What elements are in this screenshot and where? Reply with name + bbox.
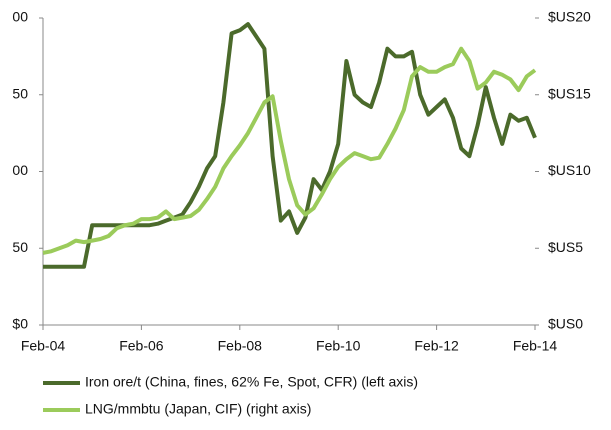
legend-label: Iron ore/t (China, fines, 62% Fe, Spot, … xyxy=(85,374,418,390)
x-tick-label: Feb-06 xyxy=(119,338,164,354)
y-tick-label: 50 xyxy=(12,239,28,255)
data-line xyxy=(42,46,537,255)
y-tick-label: 50 xyxy=(12,85,28,101)
y2-tick-label: $US0 xyxy=(548,316,583,332)
y-tick-label: 00 xyxy=(12,9,28,25)
x-tick-label: Feb-08 xyxy=(218,338,263,354)
x-tick-label: Feb-10 xyxy=(316,338,361,354)
y-tick-label: 00 xyxy=(12,162,28,178)
x-tick-label: Feb-12 xyxy=(414,338,459,354)
y2-tick-label: $US20 xyxy=(548,9,591,25)
y2-tick-label: $US15 xyxy=(548,85,591,101)
legend-label: LNG/mmbtu (Japan, CIF) (right axis) xyxy=(85,401,311,417)
y2-tick-label: $US5 xyxy=(548,239,583,255)
x-tick-label: Feb-14 xyxy=(513,338,558,354)
x-tick-label: Feb-04 xyxy=(21,338,66,354)
y-tick-label: $0 xyxy=(12,316,28,332)
y2-tick-label: $US10 xyxy=(548,162,591,178)
